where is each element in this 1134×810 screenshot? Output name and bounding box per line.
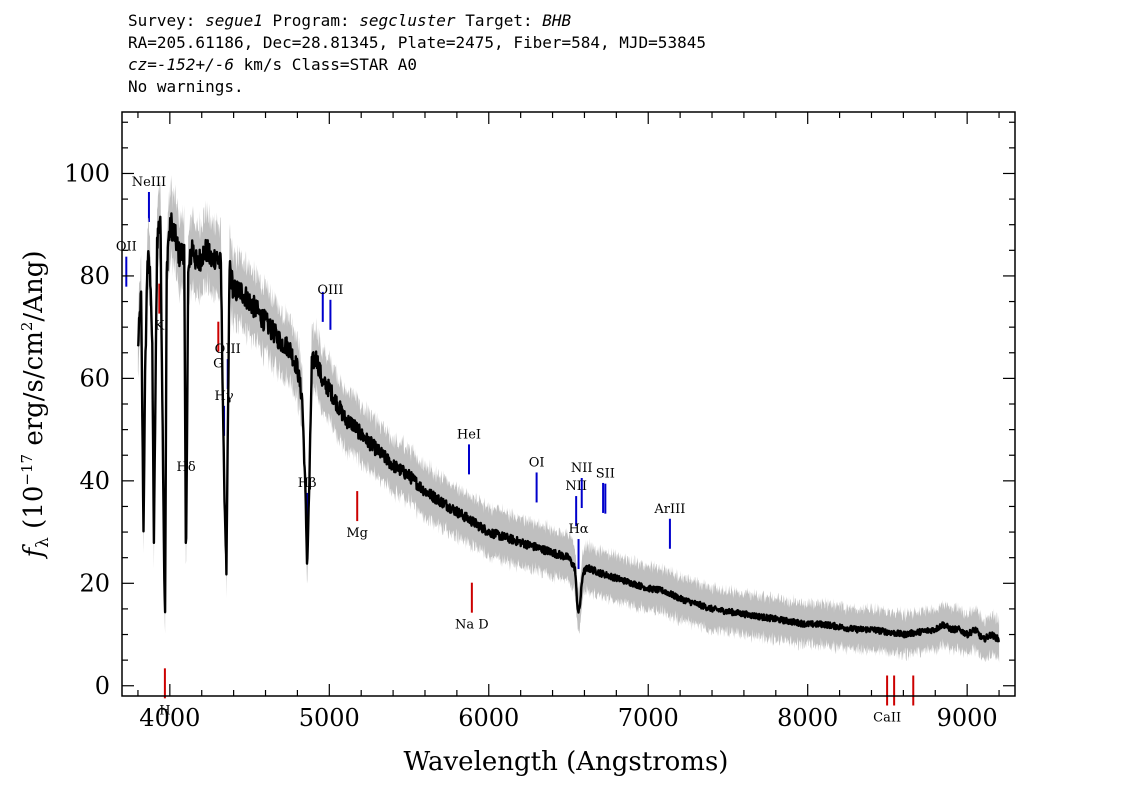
class-text: km/s Class=STAR A0 bbox=[233, 55, 417, 74]
axes: 4000 5000 6000 7000 8000 9000 0 20 40 60 80 100 bbox=[64, 111, 1016, 732]
x-tick-label: 6000 bbox=[458, 704, 519, 732]
x-tick-label: 5000 bbox=[299, 704, 360, 732]
header-line-1: Survey: segue1 Program: segcluster Targe… bbox=[128, 10, 706, 32]
header-line-3: cz=-152+/-6 km/s Class=STAR A0 bbox=[128, 54, 706, 76]
absorption-line-label: K bbox=[154, 319, 164, 334]
y-tick-label: 100 bbox=[64, 159, 110, 187]
absorption-line-label: Na D bbox=[455, 618, 489, 633]
x-tick-label: 9000 bbox=[937, 704, 998, 732]
target-label: Target: bbox=[465, 11, 533, 30]
emission-line-label: Hγ bbox=[215, 389, 234, 404]
spectrum-line bbox=[136, 212, 1001, 643]
absorption-line-label: G bbox=[213, 357, 223, 372]
cz-label: cz= bbox=[128, 55, 157, 74]
absorption-line-label: Mg bbox=[346, 526, 368, 541]
emission-line-label: Hβ bbox=[298, 476, 317, 491]
plot-frame bbox=[121, 111, 1016, 697]
x-tick-label: 8000 bbox=[777, 704, 838, 732]
y-tick-label: 40 bbox=[79, 467, 110, 495]
program-value: segcluster bbox=[359, 11, 456, 30]
y-tick-label: 60 bbox=[79, 364, 110, 392]
absorption-line-label: H bbox=[159, 703, 170, 718]
emission-line-label: ArIII bbox=[653, 502, 685, 517]
emission-line-label: OIII bbox=[317, 283, 343, 298]
emission-line-label: HeI bbox=[457, 427, 481, 442]
absorption-line-label: CaII bbox=[873, 711, 901, 726]
emission-line-label: OII bbox=[116, 240, 137, 255]
cz-value: -152+/-6 bbox=[156, 55, 234, 74]
header-line-2: RA=205.61186, Dec=28.81345, Plate=2475, … bbox=[128, 33, 706, 52]
x-axis-title: Wavelength (Angstroms) bbox=[404, 747, 729, 777]
error-band bbox=[137, 175, 1000, 663]
warnings-text: No warnings. bbox=[128, 77, 244, 96]
program-label: Program: bbox=[272, 11, 350, 30]
y-tick-label: 20 bbox=[79, 569, 110, 597]
survey-value: segue1 bbox=[205, 11, 263, 30]
y-tick-label: 0 bbox=[95, 672, 110, 700]
emission-line-label: OI bbox=[529, 455, 545, 470]
y-tick-label: 80 bbox=[79, 262, 110, 290]
survey-label: Survey: bbox=[128, 11, 196, 30]
x-tick-label: 7000 bbox=[618, 704, 679, 732]
x-tick-label: 4000 bbox=[139, 704, 200, 732]
spectrum-header: Survey: segue1 Program: segcluster Targe… bbox=[128, 10, 706, 98]
emission-line-label: NII bbox=[565, 479, 587, 494]
emission-line-label: NII bbox=[571, 461, 593, 476]
emission-line-label: Hα bbox=[568, 522, 588, 537]
target-value: BHB bbox=[542, 11, 572, 30]
emission-line-label: OIII bbox=[215, 342, 241, 357]
emission-line-label: NeIII bbox=[132, 175, 166, 190]
emission-line-label: SII bbox=[596, 467, 615, 482]
y-axis-title: fλ (10−17 erg/s/cm2/Ang) bbox=[18, 251, 53, 560]
emission-line-label: Hδ bbox=[177, 460, 196, 475]
